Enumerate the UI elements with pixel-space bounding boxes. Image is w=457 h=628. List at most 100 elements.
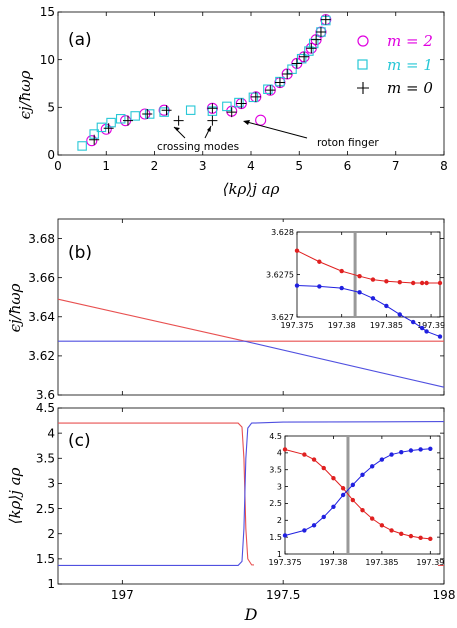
inset-c-ticks: 197.375 197.38 197.385 197.39 1 1.5 2 2.5 3 3.5 4 4… — [268, 432, 444, 567]
series-dot — [350, 482, 356, 488]
legend-m0-label: m = 0 — [387, 79, 433, 97]
series-dot — [302, 528, 307, 533]
y-tick-label: 1 — [277, 550, 282, 559]
arrowhead-icon — [174, 127, 180, 131]
series-dot — [360, 507, 365, 513]
x-tick-label: 197.385 — [370, 321, 403, 330]
x-tick-label: 197.38 — [319, 558, 347, 567]
series-dot — [419, 325, 425, 331]
series-dot — [302, 452, 307, 457]
series-line — [57, 298, 444, 342]
point-m1 — [234, 97, 244, 108]
point-m0 — [103, 123, 114, 134]
series-dot — [282, 447, 288, 452]
series-dot — [317, 284, 322, 289]
series-dot — [379, 457, 385, 462]
point-m1 — [222, 101, 232, 112]
point-m2 — [86, 135, 98, 147]
y-tick-label: 3.628 — [271, 228, 294, 237]
series-dot — [410, 280, 416, 286]
y-tick-label: 3.64 — [28, 310, 55, 324]
series-dot — [428, 446, 433, 452]
y-tick-label: 1.5 — [36, 552, 55, 566]
series-dot — [369, 464, 375, 469]
x-tick-label: 6 — [344, 159, 352, 173]
point-m0 — [122, 115, 133, 126]
point-m0 — [311, 34, 322, 45]
y-tick-label: 3.5 — [36, 451, 55, 465]
point-m1 — [296, 53, 307, 64]
y-tick-label: 2 — [47, 527, 55, 541]
series-dot — [397, 312, 402, 317]
roton-arrow — [246, 121, 308, 139]
panel-c-frame — [57, 407, 445, 585]
y-tick-label: 1 — [47, 577, 55, 591]
y-tick-label: 3.627 — [271, 313, 294, 322]
point-m0 — [306, 43, 317, 54]
crossing-modes-annotation: crossing modes — [157, 125, 239, 153]
point-m2 — [255, 114, 267, 126]
legend-m1-label: m = 1 — [387, 56, 433, 74]
panel-a-y-ticks: 0 5 10 15 — [40, 5, 444, 162]
panel-c-label: (c) — [68, 431, 91, 451]
panel-c-x-ticks: 197 197.5 198 — [111, 408, 455, 602]
y-tick-label: 4 — [47, 426, 55, 440]
series-dot — [331, 475, 336, 481]
y-tick-label: 1.5 — [269, 533, 282, 542]
series-dot — [424, 280, 429, 286]
panel-b-inset: 197.375 197.38 197.385 197.39 3.627 3.6275 3.6… — [254, 222, 445, 339]
x-tick-label: 2 — [151, 159, 159, 173]
panel-c-y-label: ⟨kρ⟩j aρ — [6, 467, 24, 524]
series-dot — [321, 514, 326, 520]
point-m0 — [299, 51, 310, 62]
point-m1 — [77, 141, 87, 151]
series-dot — [399, 531, 404, 536]
panel-b: 3.63.623.643.663.68 (b) ϵj/ħωρ 197.375 19… — [6, 218, 445, 402]
x-tick-label: 197.38 — [328, 321, 356, 330]
y-tick-label: 3.5 — [269, 466, 282, 475]
series-dot — [424, 329, 429, 334]
y-tick-label: 15 — [40, 5, 55, 19]
panel-a-label: (a) — [68, 30, 92, 50]
series-dot — [339, 268, 344, 274]
roton-finger-text: roton finger — [317, 137, 379, 149]
series-dot — [437, 334, 443, 339]
roton-finger-annotation: roton finger — [243, 120, 379, 149]
x-tick-label: 4 — [247, 159, 255, 173]
y-tick-label: 10 — [40, 53, 55, 67]
series-dot — [360, 472, 365, 477]
panel-b-lines — [57, 298, 445, 388]
y-tick-label: 4 — [277, 449, 282, 458]
legend-m2-label: m = 2 — [387, 32, 433, 50]
x-tick-label: 197.5 — [266, 588, 300, 602]
y-tick-label: 3.6 — [36, 388, 55, 402]
crossing-modes-text: crossing modes — [157, 141, 239, 153]
y-tick-label: 3.68 — [28, 232, 55, 246]
y-tick-label: 3 — [47, 477, 55, 491]
series-dot — [397, 279, 402, 285]
panel-c: 1 1.5 2 2.5 3 3.5 4 4.5 197 197.5 198 (c) ⟨kρ⟩j a… — [6, 401, 455, 624]
panel-a-points — [77, 14, 332, 151]
series-line — [57, 340, 445, 388]
point-m0 — [207, 115, 218, 126]
series-dot — [282, 533, 288, 538]
series-dot — [350, 497, 356, 503]
point-m2 — [100, 123, 112, 135]
x-tick-label: 3 — [199, 159, 207, 173]
x-tick-label: 1 — [102, 159, 110, 173]
inset-b-lines — [294, 232, 443, 339]
series-line — [58, 421, 445, 566]
point-m0 — [161, 105, 172, 116]
series-dot — [340, 486, 346, 491]
point-m0 — [226, 107, 237, 118]
y-tick-label: 3.6275 — [266, 270, 294, 279]
series-dot — [389, 452, 394, 457]
y-tick-label: 5 — [47, 101, 55, 115]
series-dot — [370, 296, 376, 301]
y-tick-label: 4.5 — [269, 432, 282, 441]
legend-m2-marker — [357, 35, 369, 47]
series-dot — [389, 528, 394, 533]
panel-a-x-ticks: 0 1 2 3 4 5 6 7 8 — [54, 12, 448, 173]
series-dot — [428, 536, 433, 542]
panel-c-x-label: D — [244, 605, 258, 624]
